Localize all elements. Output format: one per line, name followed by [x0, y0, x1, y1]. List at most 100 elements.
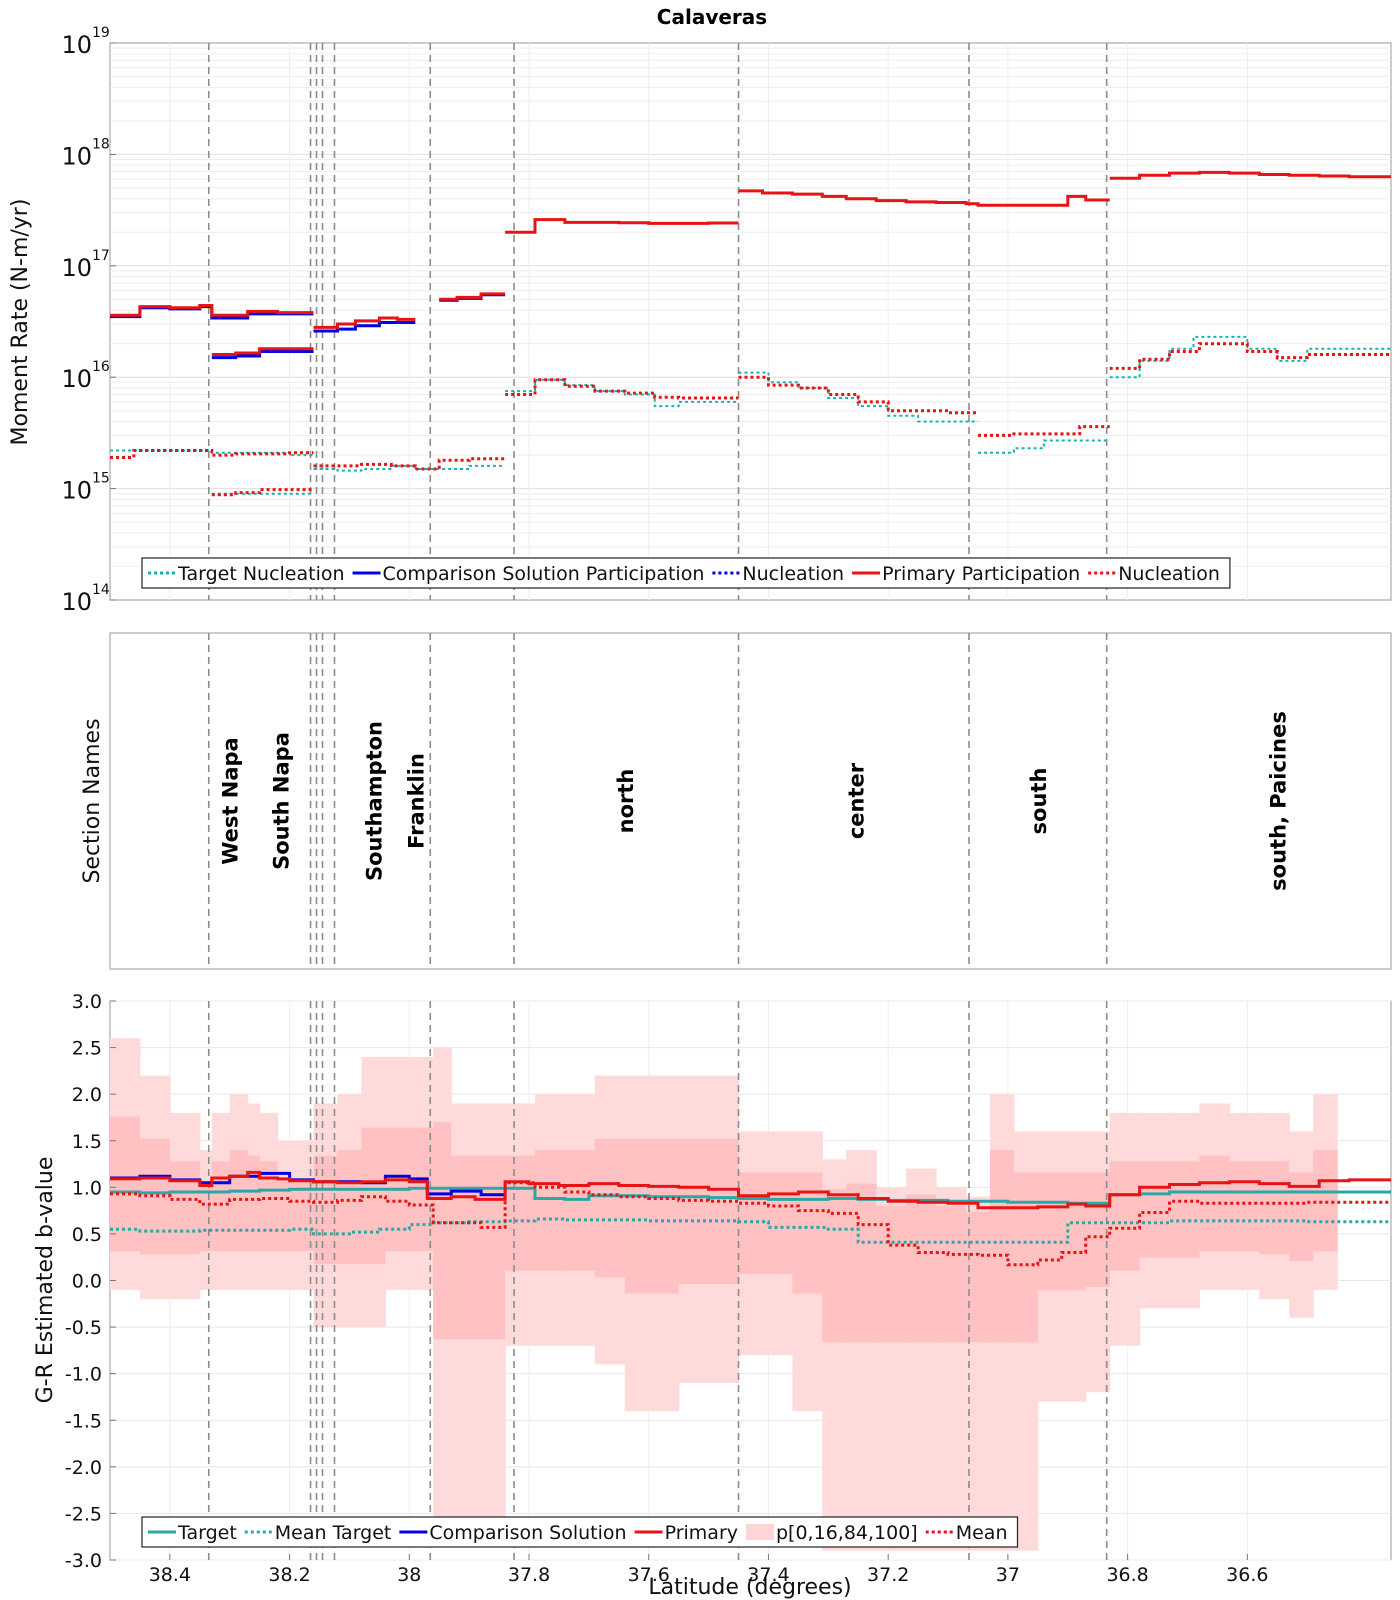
band-inner-segment	[433, 1122, 452, 1340]
band-inner-segment	[475, 1155, 506, 1340]
section-names-boundaries	[207, 633, 1108, 969]
band-inner-segment	[678, 1138, 710, 1284]
band-inner-segment	[1109, 1161, 1141, 1271]
series-primary-nucleation	[313, 457, 506, 471]
series-primary-participation	[313, 316, 416, 329]
legend-swatch	[746, 1524, 774, 1540]
y-tick-label: 10	[61, 477, 92, 505]
legend-label: Comparison Solution	[429, 1522, 626, 1544]
series-comparison-solution-participation	[211, 350, 314, 360]
x-tick-label: 38	[397, 1564, 421, 1586]
y-tick-label: -2.5	[65, 1503, 102, 1525]
band-inner-segment	[1169, 1161, 1201, 1258]
moment-rate-frame	[109, 42, 1392, 601]
b-value-section-boundaries	[207, 1001, 1108, 1560]
band-inner-segment	[936, 1205, 967, 1343]
moment-rate-y-label: Moment Rate (N-m/yr)	[8, 199, 33, 446]
band-inner-segment	[594, 1138, 626, 1278]
y-tick-exponent: 14	[92, 582, 110, 598]
b-value-series	[110, 1170, 1391, 1267]
legend-label: Mean Target	[275, 1522, 392, 1544]
x-axis-label: Latitude (degrees)	[648, 1575, 851, 1600]
band-inner-segment	[822, 1189, 847, 1343]
band-inner-segment	[989, 1150, 1015, 1343]
section-names-labels: West Napa South Napa Southampton Franklin no…	[219, 711, 1291, 891]
y-tick-label: -3.0	[65, 1550, 102, 1572]
band-inner-segment	[247, 1155, 261, 1252]
legend-label: Primary	[665, 1522, 738, 1544]
x-axis-ticks: 38.4 38.2 38 37.8 37.6 37.4 37.2 37 36.8 36.6	[149, 1554, 1268, 1586]
chart-title: Calaveras	[657, 5, 767, 29]
section-name-label: South Napa	[270, 732, 294, 870]
band-inner-segment	[337, 1150, 363, 1265]
y-tick-label: 10	[61, 142, 92, 170]
b-value-legend: Target Mean Target Comparison Solution Prim…	[141, 1516, 1019, 1548]
band-inner-segment	[169, 1161, 201, 1255]
series-comparison-solution-participation	[313, 321, 416, 333]
legend-label: Nucleation	[1118, 563, 1220, 585]
section-name-label: south	[1027, 768, 1051, 835]
series-primary-nucleation	[211, 488, 314, 497]
band-inner-segment	[1061, 1172, 1087, 1291]
section-names-frame	[109, 632, 1392, 970]
band-inner-segment	[1139, 1161, 1171, 1258]
moment-rate-section-boundaries	[207, 43, 1108, 600]
band-inner-segment	[211, 1161, 231, 1252]
y-tick-label: 3.0	[72, 991, 102, 1013]
section-name-label: West Napa	[219, 737, 243, 864]
b-value-percentile-bands	[110, 1038, 1338, 1551]
y-tick-label: -2.0	[65, 1457, 102, 1479]
series-mean	[110, 1181, 1391, 1267]
y-tick-label: 1.0	[72, 1177, 102, 1199]
band-inner-segment	[1229, 1161, 1260, 1252]
series-mean-target	[110, 1217, 1391, 1244]
moment-rate-grid	[110, 43, 1391, 600]
y-tick-exponent: 19	[92, 25, 110, 41]
series-primary-participation	[211, 347, 314, 356]
legend-label: p[0,16,84,100]	[776, 1522, 918, 1544]
band-inner-segment	[1259, 1161, 1290, 1255]
series-primary-participation	[738, 189, 1110, 207]
legend-label: Mean	[956, 1522, 1008, 1544]
series-primary-nucleation	[505, 378, 739, 400]
section-name-label: center	[844, 762, 868, 839]
x-tick-label: 36.8	[1106, 1564, 1148, 1586]
b-value-y-ticks: 3.0 2.5 2.0 1.5 1.0 0.5 0.0 -0.5 -1.0 -1.5 -2.0 -2.…	[65, 991, 116, 1572]
legend-label: Comparison Solution Participation	[383, 563, 705, 585]
band-inner-segment	[708, 1138, 740, 1284]
b-value-y-label: G-R Estimated b-value	[33, 1157, 58, 1404]
y-tick-label: 10	[61, 588, 92, 616]
series-target-nucleation	[1109, 335, 1391, 379]
moment-rate-legend: Target Nucleation Comparison Solution Par…	[141, 557, 1231, 589]
series-primary-participation	[1109, 170, 1391, 180]
y-tick-label: 10	[61, 254, 92, 282]
band-inner-segment	[876, 1205, 907, 1343]
band-inner-segment	[199, 1183, 213, 1252]
legend-label: Target	[177, 1522, 237, 1544]
y-tick-label: 0.0	[72, 1271, 102, 1293]
series-primary	[110, 1170, 1391, 1210]
y-tick-label: 2.0	[72, 1084, 102, 1106]
section-name-label: north	[614, 769, 638, 834]
band-inner-segment	[1013, 1172, 1039, 1343]
y-tick-label: 0.5	[72, 1224, 102, 1246]
legend-label: Target Nucleation	[177, 563, 345, 585]
x-tick-label: 37	[996, 1564, 1020, 1586]
section-names-y-label: Section Names	[80, 718, 105, 883]
band-inner-segment	[906, 1194, 937, 1343]
band-inner-segment	[654, 1138, 680, 1294]
x-tick-label: 36.6	[1226, 1564, 1268, 1586]
x-tick-label: 38.4	[149, 1564, 191, 1586]
band-inner-segment	[564, 1150, 596, 1271]
y-tick-label: -1.5	[65, 1410, 102, 1432]
band-inner-segment	[846, 1183, 877, 1343]
legend-box	[141, 1516, 1019, 1548]
x-tick-label: 37.8	[508, 1564, 550, 1586]
band-inner-segment	[110, 1116, 141, 1252]
y-tick-label: 2.5	[72, 1038, 102, 1060]
y-tick-exponent: 17	[92, 248, 110, 264]
band-inner-segment	[535, 1150, 566, 1271]
series-primary-participation	[505, 218, 739, 234]
